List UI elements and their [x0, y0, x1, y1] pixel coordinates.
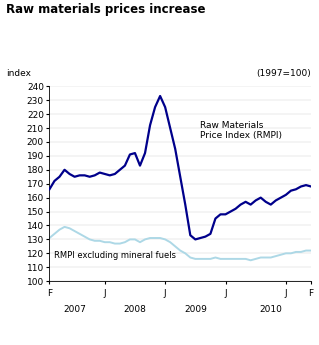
Text: Raw materials prices increase: Raw materials prices increase — [6, 3, 206, 17]
Text: index: index — [6, 69, 31, 78]
Text: 2009: 2009 — [184, 305, 207, 314]
Text: (1997=100): (1997=100) — [256, 69, 311, 78]
Text: Raw Materials
Price Index (RMPI): Raw Materials Price Index (RMPI) — [200, 121, 282, 140]
Text: RMPI excluding mineral fuels: RMPI excluding mineral fuels — [55, 250, 176, 259]
Text: 2010: 2010 — [259, 305, 282, 314]
Text: 2007: 2007 — [63, 305, 86, 314]
Text: 2008: 2008 — [123, 305, 146, 314]
